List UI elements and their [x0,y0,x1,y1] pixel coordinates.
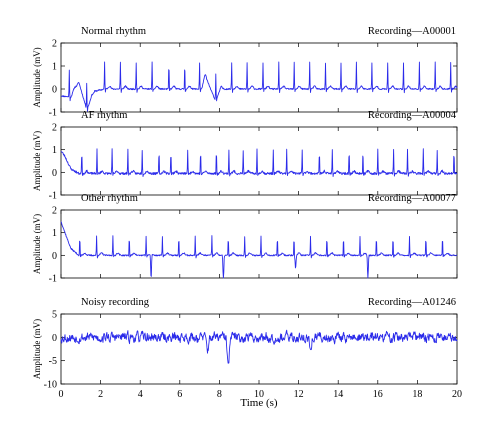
y-tick-label: 1 [52,62,57,73]
x-axis-label: Time (s) [240,397,278,409]
recording-id: Recording—A00077 [368,193,456,204]
x-tick-label: 18 [412,389,422,400]
y-tick-label: -10 [44,380,57,391]
x-tick-label: 14 [333,389,343,400]
x-tick-label: 0 [59,389,64,400]
y-tick-label: 1 [52,145,57,156]
y-tick-label: -1 [49,274,57,285]
x-tick-label: 6 [177,389,182,400]
x-tick-label: 2 [98,389,103,400]
panel-frame [60,209,458,279]
recording-id: Recording—A00004 [368,110,457,121]
y-tick-label: 0 [52,333,57,344]
recording-id: Recording—A00001 [368,26,456,37]
x-tick-label: 16 [373,389,383,400]
y-tick-label: 1 [52,228,57,239]
y-tick-label: -1 [49,191,57,202]
ecg-trace [60,221,458,279]
x-tick-label: 12 [294,389,304,400]
panel-title: Noisy recording [81,297,150,308]
x-tick-label: 8 [217,389,222,400]
y-axis-label: Amplitude (mV) [32,214,42,274]
y-axis-label: Amplitude (mV) [32,47,42,107]
x-tick-label: 20 [452,389,462,400]
ecg-trace [60,148,458,177]
ecg-panel-3: -1 0 1 2 Amplitude (mV) Other rhythm Recording… [32,193,458,285]
y-axis-label: Amplitude (mV) [32,319,42,379]
y-tick-label: 0 [52,251,57,262]
ecg-trace [60,329,458,364]
panel-title: AF rhythm [81,110,127,121]
x-tick-labels: 0 2 4 6 8 10 12 14 16 18 20 [59,389,463,400]
y-tick-label: 5 [52,310,57,321]
y-tick-label: 2 [52,123,57,134]
recording-id: Recording—A01246 [368,297,456,308]
ecg-panel-1: -1 0 1 2 Amplitude (mV) Normal rhythm Recordin… [32,26,458,119]
ecg-trace [60,61,458,112]
x-tick-label: 10 [254,389,264,400]
panel-title: Other rhythm [81,193,138,204]
y-tick-label: -1 [49,108,57,119]
y-tick-label: 2 [52,39,57,50]
y-axis-label: Amplitude (mV) [32,131,42,191]
panel-frame [60,126,458,196]
panel-frame [60,313,458,385]
y-tick-label: 0 [52,85,57,96]
ecg-panel-2: -1 0 1 2 Amplitude (mV) AF rhythm Recording—A0… [32,110,458,202]
y-tick-label: 2 [52,206,57,217]
y-tick-label: 0 [52,168,57,179]
y-tick-label: -5 [49,356,57,367]
panel-title: Normal rhythm [81,26,146,37]
ecg-panel-4: -10 -5 0 5 Amplitude (mV) Noisy recording Reco… [32,297,458,391]
x-tick-label: 4 [138,389,143,400]
